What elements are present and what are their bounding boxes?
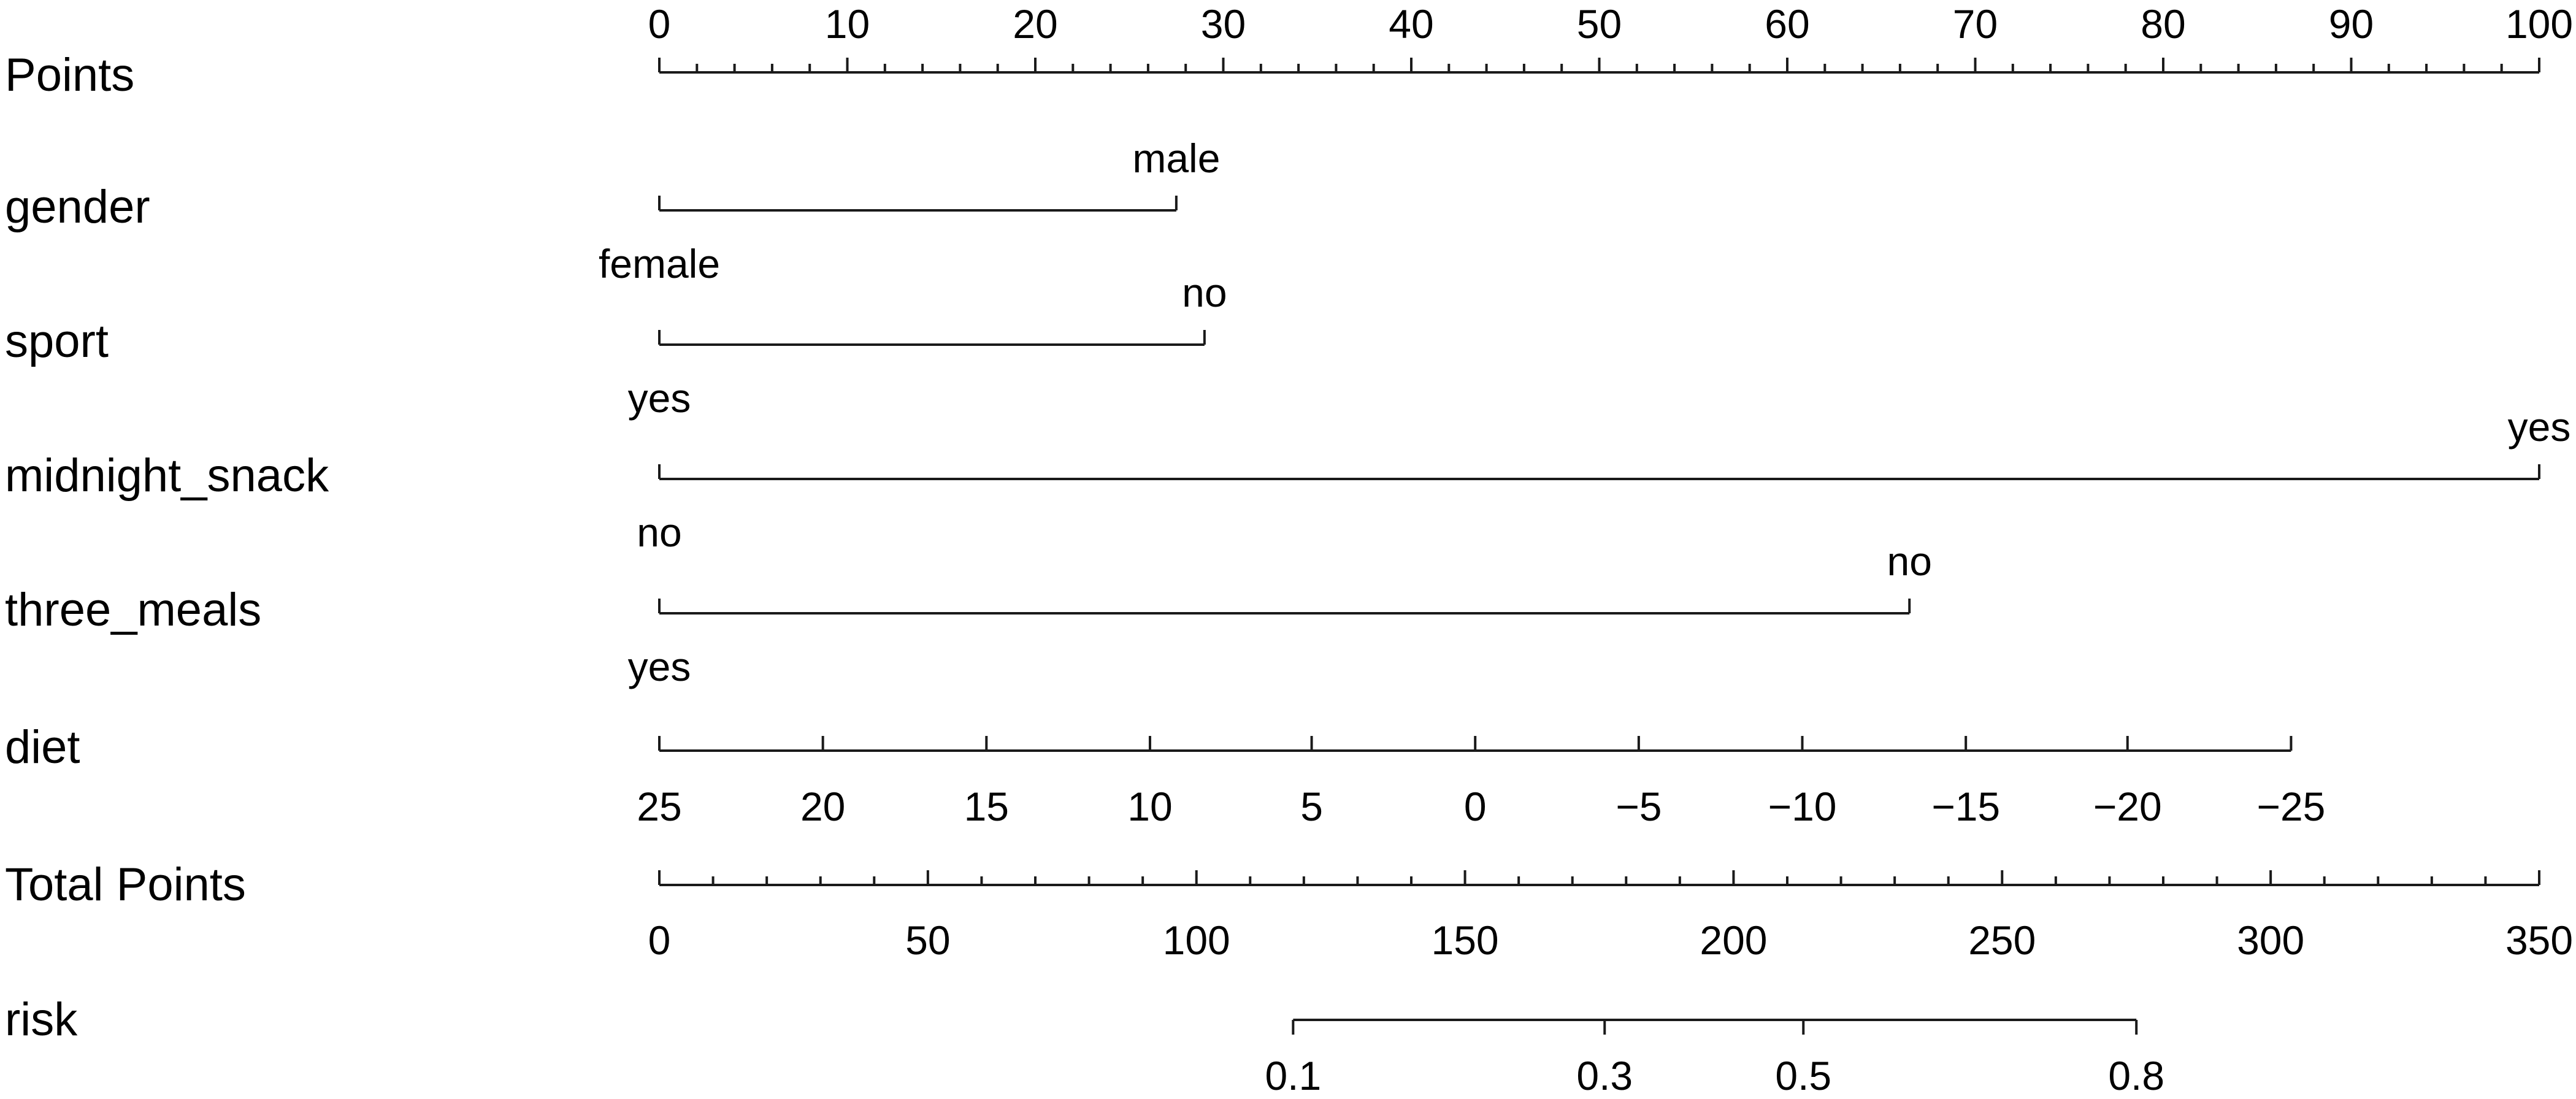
points-tick-label: 60 [1765, 1, 1809, 47]
total-points-tick-label: 350 [2505, 917, 2573, 963]
risk-tick-label: 0.5 [1775, 1053, 1831, 1098]
diet-tick-label: 0 [1464, 784, 1487, 829]
diet-tick-label: −20 [2093, 784, 2162, 829]
diet-tick-label: −10 [1768, 784, 1837, 829]
level-label-gender: male [1132, 136, 1220, 181]
diet-tick-label: 15 [964, 784, 1009, 829]
points-tick-label: 30 [1201, 1, 1246, 47]
total-points-tick-label: 300 [2237, 917, 2304, 963]
level-label-midnight_snack: no [637, 510, 681, 555]
total-points-row-label: Total Points [5, 859, 246, 911]
total-points-tick-label: 100 [1163, 917, 1230, 963]
risk-tick-label: 0.1 [1265, 1053, 1321, 1098]
diet-tick-label: 10 [1127, 784, 1172, 829]
points-tick-label: 0 [648, 1, 671, 47]
risk-tick-label: 0.8 [2108, 1053, 2164, 1098]
points-tick-label: 90 [2329, 1, 2374, 47]
variable-label-gender: gender [5, 181, 150, 233]
points-tick-label: 50 [1577, 1, 1622, 47]
level-label-gender: female [599, 241, 720, 286]
points-tick-label: 80 [2141, 1, 2185, 47]
points-tick-label: 10 [825, 1, 870, 47]
points-tick-label: 20 [1013, 1, 1057, 47]
level-label-three_meals: no [1887, 538, 1932, 584]
total-points-tick-label: 0 [648, 917, 671, 963]
level-label-midnight_snack: yes [2508, 404, 2571, 450]
variable-label-diet: diet [5, 721, 80, 773]
diet-tick-label: −15 [1931, 784, 2000, 829]
total-points-tick-label: 50 [905, 917, 950, 963]
points-tick-label: 40 [1389, 1, 1433, 47]
points-row-label: Points [5, 49, 134, 101]
total-points-tick-label: 150 [1432, 917, 1499, 963]
diet-tick-label: −5 [1616, 784, 1662, 829]
variable-label-sport: sport [5, 315, 109, 367]
total-points-tick-label: 200 [1700, 917, 1767, 963]
diet-tick-label: 5 [1300, 784, 1323, 829]
points-tick-label: 70 [1953, 1, 1998, 47]
level-label-three_meals: yes [628, 644, 691, 689]
points-tick-label: 100 [2505, 1, 2573, 47]
variable-label-midnight_snack: midnight_snack [5, 450, 329, 502]
risk-row-label: risk [5, 994, 78, 1046]
level-label-sport: yes [628, 375, 691, 421]
risk-tick-label: 0.3 [1576, 1053, 1633, 1098]
diet-tick-label: −25 [2256, 784, 2325, 829]
total-points-tick-label: 250 [1968, 917, 2036, 963]
level-label-sport: no [1182, 270, 1227, 315]
diet-tick-label: 25 [637, 784, 681, 829]
diet-tick-label: 20 [800, 784, 845, 829]
variable-label-three_meals: three_meals [5, 584, 261, 636]
